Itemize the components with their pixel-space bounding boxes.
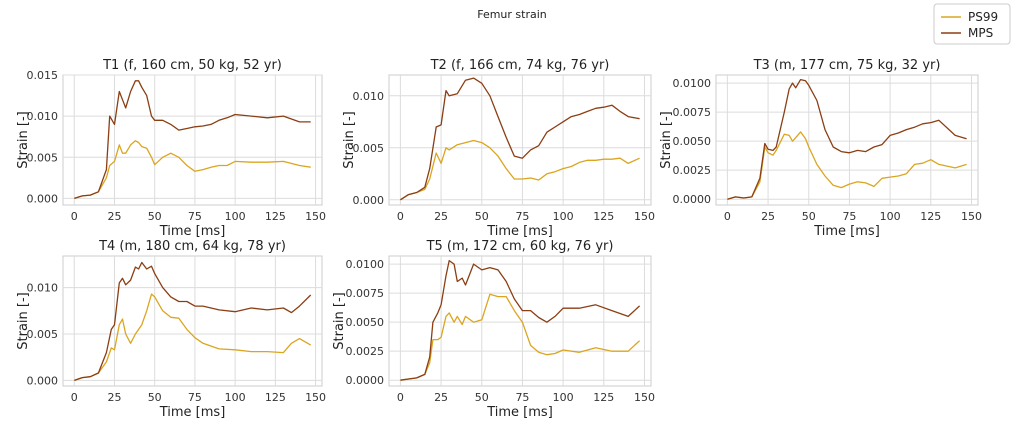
- series-line-ps99: [400, 139, 640, 201]
- y-tick-label: 0.0100: [346, 258, 385, 271]
- x-tick-label: 75: [515, 210, 529, 223]
- legend-frame: [933, 3, 1011, 45]
- x-tick-label: 0: [71, 210, 78, 223]
- y-tick-label: 0.0075: [673, 106, 712, 119]
- y-tick-label: 0.0000: [346, 374, 385, 387]
- panel-title: T4 (m, 180 cm, 64 kg, 78 yr): [98, 239, 286, 254]
- x-tick-label: 100: [225, 210, 246, 223]
- y-tick-label: 0.0100: [673, 77, 712, 90]
- y-tick-label: 0.010: [27, 282, 59, 295]
- x-tick-label: 25: [107, 210, 121, 223]
- panel-title: T2 (f, 166 cm, 74 kg, 76 yr): [430, 58, 610, 73]
- x-tick-label: 0: [724, 210, 731, 223]
- y-tick-label: 0.015: [27, 69, 59, 82]
- x-axis-label: Time [ms]: [159, 405, 226, 420]
- x-axis-label: Time [ms]: [813, 224, 880, 239]
- series-line-mps: [727, 78, 967, 200]
- x-tick-label: 25: [434, 210, 448, 223]
- x-tick-label: 25: [761, 210, 775, 223]
- panel-5: 0 25 50 75 100 125 150 0.0000 0.0025 0.0050 0.0075…: [332, 239, 655, 420]
- plot-area: [388, 255, 652, 387]
- series-line-ps99: [74, 140, 311, 200]
- plot-area: [62, 255, 323, 387]
- x-axis-label: Time [ms]: [159, 224, 226, 239]
- series-line-ps99: [74, 293, 312, 382]
- series-line-mps: [74, 80, 311, 200]
- y-axis-label: Strain [-]: [16, 292, 31, 349]
- x-tick-label: 50: [148, 210, 162, 223]
- x-tick-label: 75: [842, 210, 856, 223]
- y-tick-label: 0.000: [27, 374, 59, 387]
- x-tick-label: 150: [961, 210, 982, 223]
- x-tick-label: 100: [553, 210, 574, 223]
- plot-area: [62, 74, 323, 206]
- series-line-ps99: [400, 293, 641, 381]
- x-tick-label: 100: [880, 210, 901, 223]
- x-tick-label: 125: [265, 210, 286, 223]
- plot-area: [715, 74, 979, 206]
- panel-2: 0 25 50 75 100 125 150 0.000 0.005 0.010 T2 (f, 16…: [342, 58, 655, 239]
- x-tick-label: 0: [71, 391, 78, 404]
- x-tick-label: 125: [593, 391, 614, 404]
- y-tick-label: 0.005: [353, 142, 385, 155]
- x-tick-label: 75: [188, 391, 202, 404]
- panel-title: T1 (f, 160 cm, 50 kg, 52 yr): [102, 58, 282, 73]
- panel-1: 0 25 50 75 100 125 150 0.000 0.005 0.010 0.015 T1 (…: [16, 58, 326, 239]
- y-tick-label: 0.005: [27, 328, 59, 341]
- y-tick-label: 0.000: [27, 192, 59, 205]
- series-line-mps: [400, 77, 640, 201]
- x-tick-label: 25: [107, 391, 121, 404]
- x-tick-label: 150: [305, 391, 326, 404]
- plot-area: [388, 74, 652, 206]
- y-tick-label: 0.000: [353, 194, 385, 207]
- x-tick-label: 50: [148, 391, 162, 404]
- x-tick-label: 100: [225, 391, 246, 404]
- x-tick-label: 125: [920, 210, 941, 223]
- y-tick-label: 0.010: [353, 90, 385, 103]
- legend-label-mps: MPS: [968, 26, 993, 40]
- y-axis-label: Strain [-]: [342, 111, 357, 168]
- x-tick-label: 150: [305, 210, 326, 223]
- y-axis-label: Strain [-]: [332, 292, 347, 349]
- panel-title: T3 (m, 177 cm, 75 kg, 32 yr): [753, 58, 941, 73]
- series-line-mps: [400, 259, 641, 381]
- legend: PS99 MPS: [933, 3, 1011, 45]
- x-tick-label: 125: [593, 210, 614, 223]
- series-line-mps: [74, 261, 312, 382]
- x-tick-label: 75: [515, 391, 529, 404]
- x-tick-label: 150: [634, 391, 655, 404]
- figure-title: Femur strain: [477, 8, 547, 21]
- y-tick-label: 0.0025: [673, 164, 712, 177]
- x-axis-label: Time [ms]: [486, 224, 553, 239]
- x-tick-label: 75: [188, 210, 202, 223]
- y-tick-label: 0.0050: [673, 135, 712, 148]
- x-axis-label: Time [ms]: [486, 405, 553, 420]
- x-tick-label: 50: [802, 210, 816, 223]
- x-tick-label: 0: [397, 210, 404, 223]
- panel-4: 0 25 50 75 100 125 150 0.000 0.005 0.010 T4 (m, 18…: [16, 239, 326, 420]
- x-tick-label: 0: [397, 391, 404, 404]
- y-tick-label: 0.0000: [673, 193, 712, 206]
- x-tick-label: 150: [634, 210, 655, 223]
- y-axis-label: Strain [-]: [659, 111, 674, 168]
- x-tick-label: 100: [553, 391, 574, 404]
- y-tick-label: 0.010: [27, 110, 59, 123]
- x-tick-label: 50: [475, 391, 489, 404]
- y-tick-label: 0.005: [27, 151, 59, 164]
- x-tick-label: 50: [475, 210, 489, 223]
- x-tick-label: 125: [265, 391, 286, 404]
- series-line-ps99: [727, 131, 967, 200]
- y-tick-label: 0.0025: [346, 345, 385, 358]
- x-tick-label: 25: [434, 391, 448, 404]
- panel-3: 0 25 50 75 100 125 150 0.0000 0.0025 0.0050 0.0075…: [659, 58, 982, 239]
- legend-label-ps99: PS99: [968, 10, 998, 24]
- y-tick-label: 0.0075: [346, 287, 385, 300]
- panel-title: T5 (m, 172 cm, 60 kg, 76 yr): [426, 239, 614, 254]
- y-axis-label: Strain [-]: [16, 111, 31, 168]
- y-tick-label: 0.0050: [346, 316, 385, 329]
